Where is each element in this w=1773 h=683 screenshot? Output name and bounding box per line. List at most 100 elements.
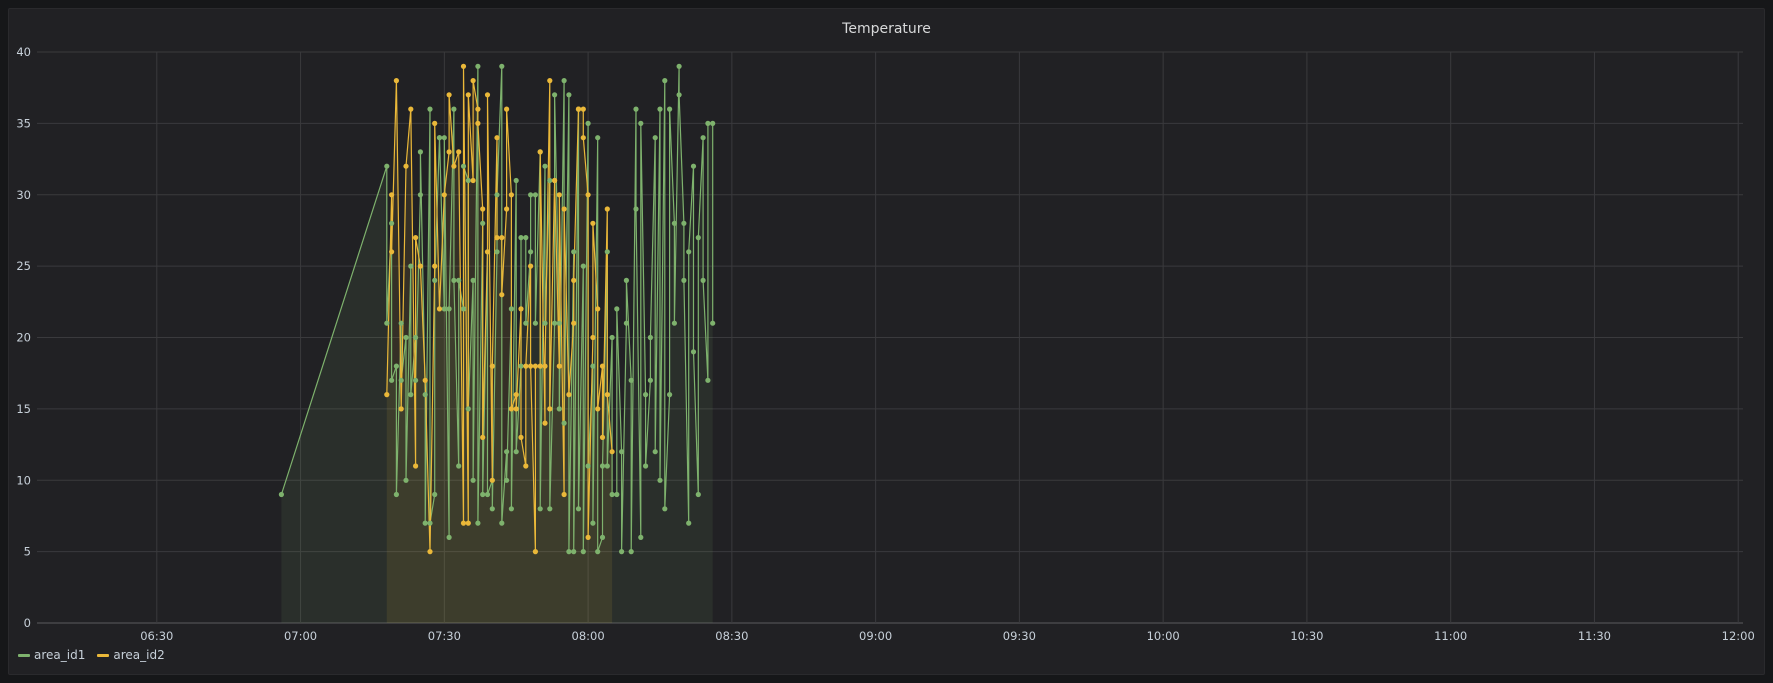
data-point-area_id1	[667, 392, 673, 398]
data-point-area_id2	[585, 192, 591, 198]
x-tick-label: 08:00	[572, 629, 605, 643]
data-point-area_id1	[566, 92, 572, 98]
data-point-area_id1	[398, 320, 404, 326]
data-point-area_id2	[446, 92, 452, 98]
data-point-area_id2	[417, 263, 423, 269]
x-tick-label: 07:30	[428, 629, 461, 643]
data-point-area_id1	[695, 235, 701, 241]
data-point-area_id2	[456, 149, 462, 155]
data-point-area_id1	[508, 306, 514, 312]
data-point-area_id2	[590, 334, 596, 341]
data-point-area_id1	[417, 149, 423, 155]
data-point-area_id2	[561, 491, 567, 498]
x-tick-label: 09:00	[859, 629, 892, 643]
data-point-area_id1	[638, 534, 644, 541]
y-tick-label: 5	[24, 545, 31, 559]
data-point-area_id1	[413, 334, 419, 341]
data-point-area_id2	[480, 434, 486, 440]
data-point-area_id1	[451, 106, 457, 112]
x-tick-label: 11:00	[1434, 629, 1467, 643]
data-point-area_id2	[446, 149, 452, 155]
data-point-area_id2	[542, 363, 548, 369]
data-point-area_id1	[542, 163, 548, 169]
data-point-area_id1	[494, 192, 500, 198]
data-point-area_id1	[537, 506, 543, 512]
series-fill-area_id1	[281, 66, 713, 624]
data-point-area_id1	[690, 163, 697, 169]
data-point-area_id1	[432, 277, 438, 283]
data-point-area_id1	[384, 320, 390, 326]
data-point-area_id1	[480, 220, 486, 226]
data-point-area_id1	[436, 135, 443, 141]
data-point-area_id1	[532, 320, 539, 326]
data-point-area_id1	[604, 249, 610, 255]
data-point-area_id2	[504, 206, 510, 212]
x-tick-label: 11:30	[1578, 629, 1611, 643]
data-point-area_id2	[499, 235, 505, 241]
data-point-area_id2	[475, 120, 481, 126]
data-point-area_id1	[542, 320, 548, 326]
data-point-area_id1	[528, 192, 534, 198]
data-point-area_id2	[470, 78, 476, 84]
legend-label: area_id2	[113, 648, 165, 662]
data-point-area_id1	[695, 491, 701, 498]
data-point-area_id1	[475, 63, 481, 69]
data-point-area_id1	[278, 491, 284, 498]
data-point-area_id1	[532, 192, 539, 198]
data-point-area_id2	[460, 63, 467, 69]
legend-swatch	[97, 653, 110, 657]
data-point-area_id1	[662, 78, 668, 84]
data-point-area_id2	[547, 406, 553, 412]
data-point-area_id2	[484, 92, 491, 98]
data-point-area_id1	[700, 277, 706, 283]
chart-legend: area_id1 area_id2	[18, 648, 165, 662]
data-point-area_id1	[408, 392, 414, 398]
data-point-area_id1	[676, 92, 682, 98]
panel-title[interactable]: Temperature	[842, 21, 931, 37]
y-tick-label: 40	[16, 45, 31, 59]
data-point-area_id2	[513, 406, 519, 412]
data-point-area_id1	[590, 363, 596, 369]
data-point-area_id2	[508, 192, 514, 198]
data-point-area_id1	[619, 449, 625, 455]
data-point-area_id1	[556, 406, 562, 412]
data-point-area_id1	[595, 549, 601, 555]
data-point-area_id2	[609, 449, 615, 455]
data-point-area_id1	[667, 106, 673, 112]
series-lines	[280, 65, 714, 553]
data-point-area_id2	[504, 106, 510, 112]
data-point-area_id1	[566, 549, 572, 555]
data-point-area_id1	[504, 477, 510, 483]
data-point-area_id1	[690, 349, 697, 355]
data-point-area_id1	[643, 463, 649, 469]
x-tick-label: 08:30	[715, 629, 748, 643]
data-point-area_id1	[652, 135, 658, 141]
data-point-area_id1	[647, 334, 654, 341]
data-point-area_id1	[686, 520, 692, 526]
data-point-area_id2	[556, 363, 562, 369]
data-point-area_id1	[638, 120, 644, 126]
data-point-area_id2	[413, 235, 419, 241]
data-point-area_id2	[432, 120, 438, 126]
data-point-area_id1	[441, 306, 447, 312]
legend-swatch	[18, 653, 30, 657]
data-point-area_id1	[427, 106, 433, 112]
data-point-area_id1	[614, 491, 620, 498]
data-point-area_id1	[451, 277, 457, 283]
data-point-area_id2	[599, 434, 606, 440]
data-point-area_id1	[585, 120, 591, 126]
data-point-area_id1	[427, 520, 433, 526]
data-point-area_id1	[432, 491, 438, 498]
data-point-area_id1	[599, 534, 606, 541]
data-point-area_id2	[494, 235, 500, 241]
legend-item-area_id1[interactable]: area_id1	[18, 648, 85, 662]
series-points	[278, 63, 716, 555]
legend-item-area_id2[interactable]: area_id2	[97, 648, 165, 662]
data-point-area_id1	[413, 377, 419, 383]
data-point-area_id1	[389, 377, 395, 383]
y-tick-label: 10	[16, 473, 31, 487]
data-point-area_id1	[513, 177, 519, 184]
data-point-area_id1	[628, 377, 634, 383]
data-point-area_id1	[480, 491, 486, 498]
